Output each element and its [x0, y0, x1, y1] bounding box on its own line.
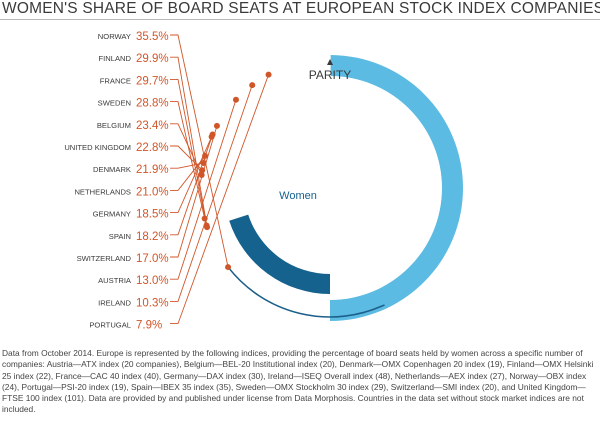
leader-line — [170, 101, 206, 219]
country-value: 17.0% — [136, 253, 169, 265]
country-value: 18.2% — [136, 231, 169, 243]
leader-line — [170, 74, 269, 325]
country-name: SWITZERLAND — [77, 254, 132, 263]
leader-line — [170, 155, 206, 191]
country-row-ireland: IRELAND 10.3% — [98, 82, 256, 309]
country-name: NETHERLANDS — [74, 187, 131, 196]
country-dot — [232, 96, 239, 103]
country-row-switzerland: SWITZERLAND 17.0% — [77, 122, 220, 265]
country-name: BELGIUM — [97, 121, 131, 130]
country-row-sweden: SWEDEN 28.8% — [98, 98, 208, 222]
title-rule — [0, 19, 600, 20]
leader-line — [170, 145, 203, 171]
country-name: GERMANY — [93, 210, 131, 219]
leader-line — [170, 84, 253, 302]
country-value: 35.5% — [136, 31, 169, 43]
leader-line — [170, 56, 208, 228]
women-ring — [229, 214, 330, 294]
leader-line — [170, 136, 213, 214]
country-value: 21.9% — [136, 164, 169, 176]
country-name: NORWAY — [98, 32, 131, 41]
parity-marker — [327, 59, 333, 65]
country-row-norway: NORWAY 35.5% — [98, 31, 232, 271]
leader-line — [170, 123, 203, 176]
country-row-portugal: PORTUGAL 7.9% — [89, 71, 272, 332]
country-dot — [265, 71, 272, 78]
footnote: Data from October 2014. Europe is repres… — [2, 348, 594, 415]
board-seats-chart: PARITY Women Men NORWAY 35.5% FINLAND 29.9% FRA… — [64, 31, 464, 332]
country-name: PORTUGAL — [89, 321, 131, 330]
country-value: 21.0% — [136, 186, 169, 198]
chart-title: WOMEN'S SHARE OF BOARD SEATS AT EUROPEAN… — [2, 0, 600, 17]
leader-line — [170, 134, 214, 236]
men-ring — [330, 55, 464, 321]
country-value: 28.8% — [136, 98, 169, 110]
country-row-belgium: BELGIUM 23.4% — [97, 120, 205, 179]
country-name: FRANCE — [100, 76, 131, 85]
country-dot — [203, 222, 210, 229]
country-name: UNITED KINGDOM — [64, 143, 131, 152]
leader-line — [170, 99, 237, 280]
country-value: 29.9% — [136, 53, 169, 65]
country-name: SWEDEN — [98, 99, 131, 108]
country-dot — [213, 122, 220, 129]
leader-line — [170, 162, 204, 169]
country-name: AUSTRIA — [98, 276, 132, 285]
country-row-spain: SPAIN 18.2% — [109, 131, 216, 243]
men-label: Men — [369, 190, 390, 202]
country-dot — [225, 264, 232, 271]
country-row-france: FRANCE 29.7% — [100, 75, 210, 229]
country-value: 7.9% — [136, 320, 162, 332]
country-name: SPAIN — [109, 232, 131, 241]
leader-line — [170, 78, 208, 226]
country-value: 13.0% — [136, 275, 169, 287]
country-value: 22.8% — [136, 142, 169, 154]
leader-line — [170, 125, 218, 258]
country-value: 23.4% — [136, 120, 169, 132]
country-value: 18.5% — [136, 209, 169, 221]
women-label: Women — [279, 190, 317, 202]
country-value: 29.7% — [136, 75, 169, 87]
country-share-arc — [227, 266, 385, 318]
country-name: DENMARK — [93, 165, 131, 174]
country-dot — [249, 82, 256, 89]
country-row-austria: AUSTRIA 13.0% — [98, 96, 239, 287]
country-row-denmark: DENMARK 21.9% — [93, 160, 207, 176]
country-value: 10.3% — [136, 297, 169, 309]
country-name: FINLAND — [99, 54, 132, 63]
parity-label: PARITY — [309, 68, 351, 82]
country-row-united-kingdom: UNITED KINGDOM 22.8% — [64, 142, 206, 174]
leader-line — [170, 34, 229, 268]
country-name: IRELAND — [98, 298, 131, 307]
